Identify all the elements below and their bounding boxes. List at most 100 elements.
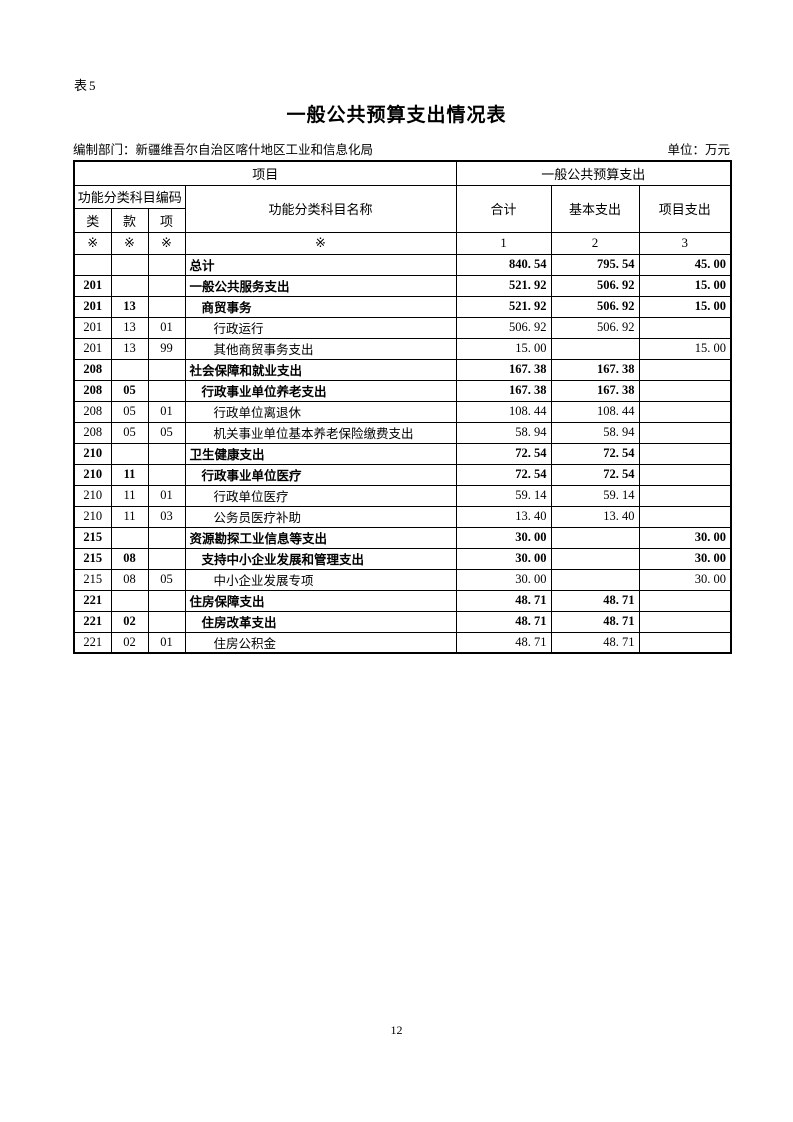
code-section-cell: 02 [110,631,149,654]
code-class-cell: 208 [73,400,112,423]
subject-name-cell: 住房改革支出 [184,610,457,633]
ref-col-number: 3 [638,231,732,255]
amount-project-cell: 15. 00 [638,274,732,297]
amount-project-cell [638,463,732,486]
code-section-cell [110,253,149,276]
header-code-section: 款 [110,207,149,233]
table-row: 215 08 支持中小企业发展和管理支出 30. 00 30. 00 [73,547,732,570]
code-section-cell [110,358,149,381]
code-item-cell: 05 [147,568,186,591]
table-row: 201 一般公共服务支出 521. 92 506. 92 15. 00 [73,274,732,297]
page-title: 一般公共预算支出情况表 [286,105,507,126]
table-row: 210 卫生健康支出 72. 54 72. 54 [73,442,732,465]
ref-col-number: 2 [550,231,640,255]
code-class-cell [73,253,112,276]
amount-project-cell [638,379,732,402]
amount-total-cell: 840. 54 [455,253,552,276]
table-row: 201 13 01 行政运行 506. 92 506. 92 [73,316,732,339]
subject-name-cell: 卫生健康支出 [184,442,457,465]
amount-total-cell: 72. 54 [455,463,552,486]
amount-project-cell [638,442,732,465]
code-class-cell: 208 [73,358,112,381]
code-item-cell: 01 [147,484,186,507]
code-item-cell [147,463,186,486]
amount-basic-cell: 506. 92 [550,274,640,297]
code-class-cell: 210 [73,442,112,465]
subject-name-cell: 总计 [184,253,457,276]
amount-basic-cell [550,337,640,360]
table-row: 208 社会保障和就业支出 167. 38 167. 38 [73,358,732,381]
amount-basic-cell: 506. 92 [550,295,640,318]
amount-project-cell [638,631,732,654]
code-item-cell [147,610,186,633]
subject-name-cell: 行政运行 [184,316,457,339]
subject-name-cell: 行政事业单位医疗 [184,463,457,486]
page-number: 12 [390,1023,403,1037]
amount-project-cell: 30. 00 [638,547,732,570]
code-item-cell [147,295,186,318]
code-item-cell [147,274,186,297]
amount-project-cell: 15. 00 [638,295,732,318]
code-section-cell [110,589,149,612]
code-class-cell: 201 [73,274,112,297]
amount-project-cell [638,484,732,507]
amount-total-cell: 167. 38 [455,379,552,402]
amount-total-cell: 521. 92 [455,295,552,318]
amount-total-cell: 30. 00 [455,568,552,591]
code-item-cell: 03 [147,505,186,528]
table-row: 215 08 05 中小企业发展专项 30. 00 30. 00 [73,568,732,591]
header-col-project: 项目支出 [638,184,732,233]
table-row: 201 13 99 其他商贸事务支出 15. 00 15. 00 [73,337,732,360]
code-item-cell [147,526,186,549]
amount-total-cell: 72. 54 [455,442,552,465]
header-project-group: 项目 [73,160,457,186]
code-item-cell: 01 [147,631,186,654]
header-col-total: 合计 [455,184,552,233]
amount-basic-cell: 13. 40 [550,505,640,528]
ref-mark-cell: ※ [184,231,457,255]
subject-name-cell: 行政单位医疗 [184,484,457,507]
code-item-cell: 99 [147,337,186,360]
ref-mark-cell: ※ [110,231,149,255]
code-item-cell [147,379,186,402]
code-class-cell: 208 [73,379,112,402]
subject-name-cell: 社会保障和就业支出 [184,358,457,381]
code-section-cell: 11 [110,484,149,507]
amount-project-cell [638,421,732,444]
subject-name-cell: 支持中小企业发展和管理支出 [184,547,457,570]
amount-total-cell: 30. 00 [455,547,552,570]
code-section-cell [110,274,149,297]
table-row: 总计 840. 54 795. 54 45. 00 [73,253,732,276]
code-class-cell: 201 [73,337,112,360]
code-section-cell: 11 [110,463,149,486]
code-class-cell: 221 [73,589,112,612]
amount-project-cell: 45. 00 [638,253,732,276]
subject-name-cell: 商贸事务 [184,295,457,318]
subject-name-cell: 住房公积金 [184,631,457,654]
code-section-cell: 08 [110,568,149,591]
amount-basic-cell: 58. 94 [550,421,640,444]
code-section-cell: 13 [110,316,149,339]
code-section-cell: 05 [110,421,149,444]
code-class-cell: 201 [73,316,112,339]
amount-project-cell [638,589,732,612]
header-subject-name: 功能分类科目名称 [184,184,457,233]
code-class-cell: 215 [73,568,112,591]
ref-mark-cell: ※ [73,231,112,255]
subject-name-cell: 行政事业单位养老支出 [184,379,457,402]
amount-project-cell: 15. 00 [638,337,732,360]
department-label: 编制部门：新疆维吾尔自治区喀什地区工业和信息化局 [73,143,374,157]
table-row: 208 05 行政事业单位养老支出 167. 38 167. 38 [73,379,732,402]
table-row: 210 11 01 行政单位医疗 59. 14 59. 14 [73,484,732,507]
code-item-cell: 01 [147,400,186,423]
amount-total-cell: 58. 94 [455,421,552,444]
subject-name-cell: 公务员医疗补助 [184,505,457,528]
subject-name-cell: 资源勘探工业信息等支出 [184,526,457,549]
amount-basic-cell: 48. 71 [550,631,640,654]
code-section-cell [110,526,149,549]
header-col-basic: 基本支出 [550,184,640,233]
amount-basic-cell: 108. 44 [550,400,640,423]
amount-total-cell: 48. 71 [455,589,552,612]
subject-name-cell: 住房保障支出 [184,589,457,612]
amount-basic-cell: 167. 38 [550,358,640,381]
